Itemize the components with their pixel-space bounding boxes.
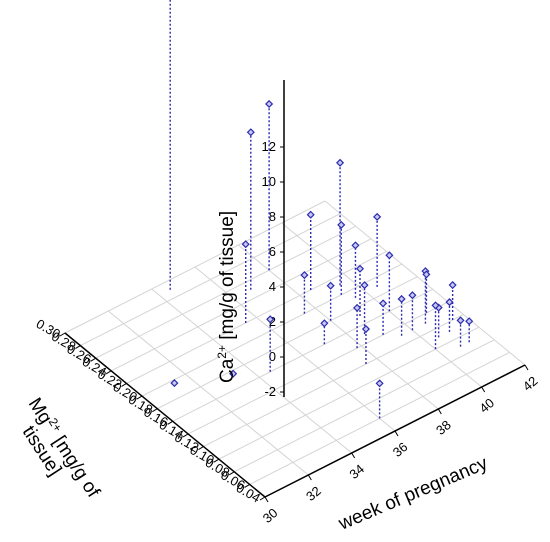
grid-line [141,263,403,397]
axes: 303234363840420.040.060.080.100.120.140.… [34,80,541,526]
grid-line [95,225,356,359]
data-points [169,0,474,419]
data-point [229,369,238,378]
z-tick-label: 8 [269,209,276,224]
data-point [465,317,474,326]
grid-line [110,238,372,372]
data-point [241,240,250,249]
y-tick [228,471,235,476]
z-tick-label: 12 [262,139,276,154]
grid-line [126,251,387,384]
data-point [456,316,465,325]
y-tick [75,345,81,350]
x-tick-label: 42 [520,373,541,394]
x-tick [437,408,442,415]
y-tick [59,332,66,337]
grid-line [108,310,309,476]
z-tick-label: 2 [269,314,276,329]
x-tick-label: 36 [390,439,411,460]
grid-line [234,339,495,473]
grid-line [218,326,480,460]
data-point [355,264,365,273]
x-tick-label: 32 [303,483,324,504]
data-point [361,324,371,334]
y-tick [90,357,97,362]
x-tick [394,430,399,437]
y-tick [152,408,158,413]
data-point [320,319,329,328]
y-tick [167,420,173,425]
x-tick-label: 34 [346,461,367,482]
grid [64,200,526,498]
grid-line [194,266,396,432]
data-point [375,379,384,388]
data-point [306,210,315,219]
x-tick-label: 30 [260,505,281,526]
grid-line [157,276,418,410]
x-tick [524,364,529,371]
grid-line [80,213,341,347]
data-point [422,270,431,279]
y-axis-line [64,332,266,498]
grid-line [64,200,326,334]
x-tick [264,496,269,503]
data-point [445,298,454,307]
z-tick-label: 4 [269,279,276,294]
y-tick [198,446,204,450]
grid-line [238,244,439,410]
grid-line [172,288,433,422]
y-tick [259,496,266,501]
data-point [336,158,345,167]
data-point [266,315,275,324]
z-tick-label: -2 [264,384,276,399]
data-point [373,212,382,221]
grid-line [151,288,352,454]
x-tick-label: 38 [433,417,454,438]
data-point [326,281,335,290]
data-point [397,294,406,304]
z-tick-label: 6 [269,244,276,259]
x-tick [351,452,356,459]
grid-line [187,301,449,435]
data-point [246,128,255,137]
data-point [265,99,274,109]
data-point [408,291,417,300]
data-point [337,220,346,229]
x-tick [481,386,486,393]
y-tick [244,483,250,488]
y-tick [213,458,220,463]
data-point [351,241,360,250]
grid-line [203,314,464,447]
y-tick [105,370,112,375]
data-point [448,280,457,290]
data-point [385,251,394,260]
data-point [353,303,362,312]
data-point [170,379,179,388]
y-tick [121,383,127,387]
x-tick [307,474,312,481]
z-tick-label: 0 [269,349,276,364]
data-point [360,281,369,290]
data-point [379,299,388,308]
data-point [300,271,309,280]
x-tick-label: 40 [476,395,497,416]
data-point [431,301,440,310]
y-tick [182,433,189,438]
y-tick [136,395,143,400]
z-axis-label: Ca2+ [mg/g of tissue] [215,211,238,383]
